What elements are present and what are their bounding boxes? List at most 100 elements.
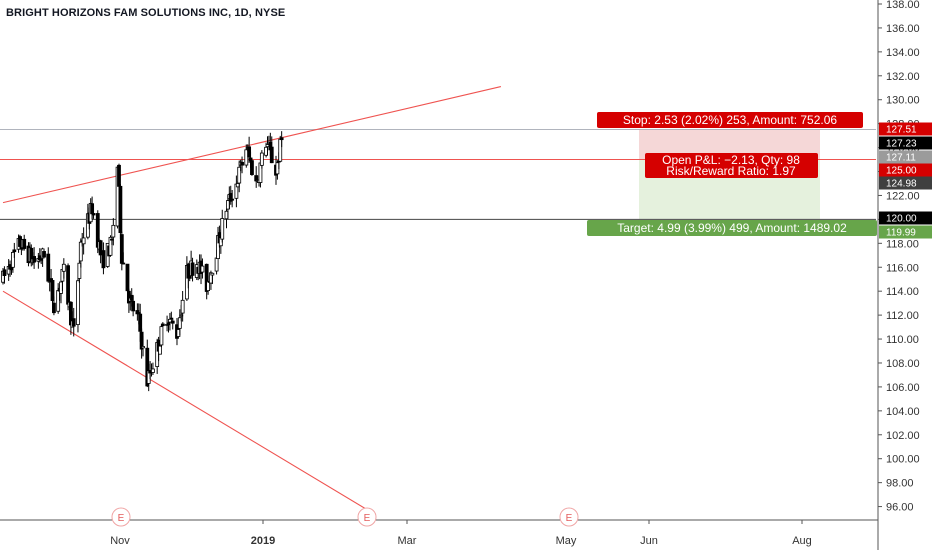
candle-body	[259, 152, 264, 166]
candle-body	[52, 302, 56, 314]
candle-body	[77, 262, 82, 279]
time-axis[interactable]: Nov 2019 Mar May Jun Aug E E E	[0, 507, 878, 547]
candle-body	[230, 198, 235, 201]
candle-body	[240, 161, 244, 166]
candle-body	[237, 166, 242, 184]
candle-body	[76, 280, 80, 325]
price-tick-label: 132.00	[886, 71, 920, 83]
candle-body	[159, 326, 164, 346]
candle-body	[42, 251, 46, 258]
candle-body	[170, 320, 175, 324]
candle-body	[131, 300, 136, 312]
candle-body	[32, 256, 37, 263]
price-tick-label: 136.00	[886, 23, 920, 35]
candle-body	[279, 137, 284, 141]
price-tick-label: 104.00	[886, 406, 920, 418]
price-tick-label: 106.00	[886, 382, 920, 394]
candle-body	[61, 263, 66, 272]
price-tag-label: 127.11	[886, 153, 916, 164]
pnl-box[interactable]	[645, 153, 818, 178]
price-tag	[879, 122, 932, 136]
price-tag	[879, 176, 932, 190]
candle-body	[138, 313, 143, 332]
candle-body	[121, 262, 126, 265]
price-tick-label: 138.00	[886, 0, 920, 11]
price-tag-label: 120.00	[886, 214, 917, 225]
price-tag	[879, 211, 932, 225]
earnings-marker[interactable]	[559, 507, 579, 527]
candles	[1, 131, 284, 392]
candle-body	[11, 251, 15, 268]
candle-body	[210, 272, 215, 276]
price-tick-label: 112.00	[886, 310, 919, 322]
target-label: Target: 4.99 (3.99%) 499, Amount: 1489.0…	[617, 221, 847, 235]
candle-body	[180, 299, 185, 314]
candle-body	[2, 269, 7, 277]
price-tick-label: 98.00	[886, 478, 914, 490]
price-axis[interactable]: 96.00 98.00 100.00 102.00 104.00 106.00 108.00…	[877, 0, 920, 550]
candle-body	[200, 265, 205, 273]
upper-trendline[interactable]	[2, 86, 502, 204]
price-tick-label: 96.00	[886, 502, 914, 514]
candle-body	[71, 318, 76, 327]
price-tag-label: 125.00	[886, 166, 917, 177]
candle-body	[111, 224, 116, 238]
earnings-marker-label: E	[566, 513, 573, 524]
price-tick-label: 110.00	[886, 334, 919, 346]
candle-body	[46, 253, 51, 282]
candle-body	[220, 218, 225, 240]
risk-reward-label: Risk/Reward Ratio: 1.97	[666, 164, 796, 178]
earnings-marker-label: E	[364, 513, 371, 524]
candle-body	[108, 236, 113, 256]
price-tick-label: 118.00	[886, 238, 919, 250]
target-label-box[interactable]	[587, 220, 877, 236]
candle-body	[250, 160, 254, 175]
candle-body	[125, 263, 130, 292]
candle-body	[118, 185, 123, 234]
price-tick-label: 100.00	[886, 454, 920, 466]
price-tags: 127.51 127.23 127.11 125.00 124.98 120.00 119.…	[879, 122, 932, 239]
candle-body	[91, 213, 96, 216]
lower-trendline[interactable]	[2, 290, 369, 511]
candle-body	[269, 146, 274, 164]
candle-body	[160, 323, 165, 327]
candle-body	[12, 249, 17, 253]
candle-body	[244, 149, 249, 166]
price-tag	[879, 136, 932, 150]
price-tag	[879, 163, 932, 177]
candle-body	[177, 317, 182, 329]
candle-body	[190, 262, 195, 276]
price-tag	[879, 225, 932, 239]
candle-body	[151, 368, 155, 373]
candle-body	[50, 280, 55, 302]
price-tag-label: 124.98	[886, 179, 917, 190]
price-tick-label: 114.00	[886, 286, 919, 298]
earnings-marker[interactable]	[111, 507, 131, 527]
price-tick-label: 130.00	[886, 95, 920, 107]
candle-body	[141, 346, 145, 349]
stop-label-box[interactable]	[597, 112, 863, 128]
pnl-label: Open P&L: −2.13, Qty: 98	[662, 153, 800, 167]
trendlines[interactable]	[2, 86, 502, 511]
candle-body	[81, 237, 86, 245]
price-tag-label: 127.23	[886, 139, 917, 150]
price-tick-label: 122.00	[886, 190, 920, 202]
price-tick-label: 134.00	[886, 47, 920, 59]
stop-label: Stop: 2.53 (2.02%) 253, Amount: 752.06	[623, 113, 837, 127]
price-tick-label: 116.00	[886, 262, 919, 274]
candle-body	[158, 345, 162, 355]
candle-body	[169, 317, 174, 320]
position-labels[interactable]: Stop: 2.53 (2.02%) 253, Amount: 752.06 Op…	[587, 112, 877, 236]
time-tick-label: May	[556, 535, 577, 547]
earnings-marker-label: E	[118, 513, 125, 524]
time-tick-label: Mar	[398, 535, 417, 547]
candle-body	[22, 238, 27, 249]
earnings-marker[interactable]	[357, 507, 377, 527]
candle-body	[117, 164, 121, 187]
price-tick-label: 102.00	[886, 430, 920, 442]
price-tag-label: 119.99	[886, 228, 916, 239]
time-tick-label: Jun	[640, 535, 658, 547]
price-tick-label: 108.00	[886, 358, 920, 370]
price-tag-label: 127.51	[886, 125, 917, 136]
